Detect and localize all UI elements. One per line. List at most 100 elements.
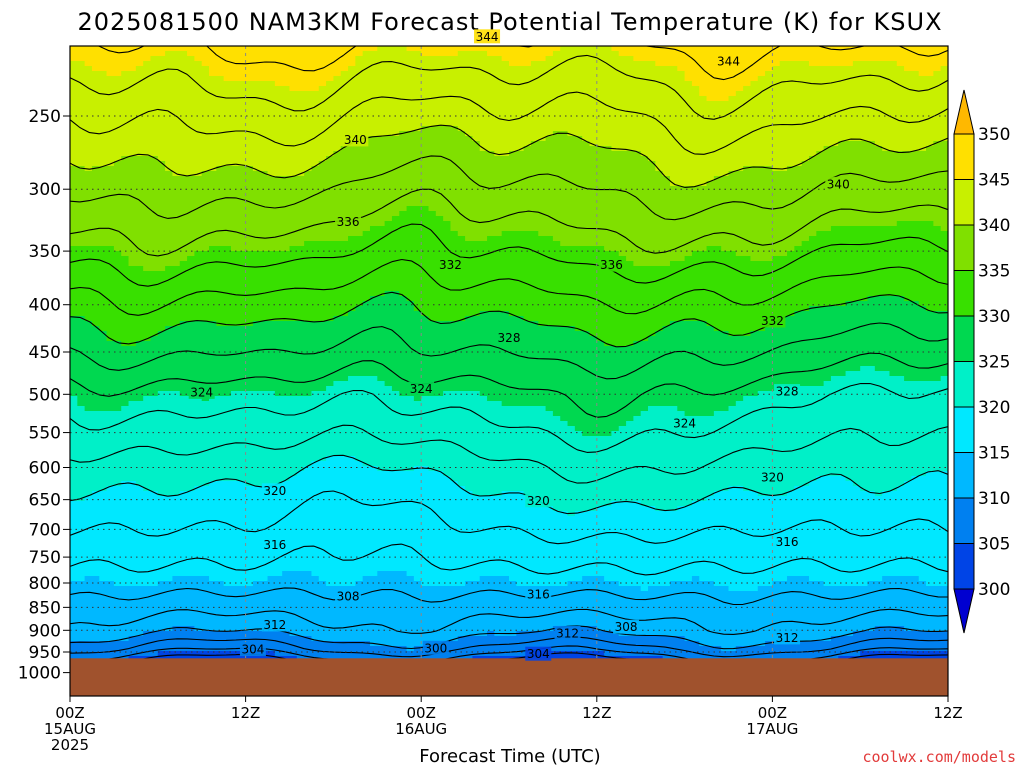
theta-band-cell — [640, 411, 686, 417]
y-tick-label: 300 — [29, 180, 61, 200]
theta-band-cell — [399, 291, 948, 297]
theta-band-cell — [348, 236, 466, 242]
theta-band-cell — [669, 181, 708, 187]
theta-band-cell — [787, 576, 810, 582]
theta-band-cell — [487, 236, 554, 242]
contour-label-bg — [759, 313, 786, 328]
theta-band-cell — [384, 381, 825, 387]
theta-band-cell — [655, 331, 730, 337]
credit-link[interactable]: coolwx.com/models — [862, 748, 1016, 766]
y-tick-label: 450 — [29, 343, 61, 363]
contour-label-text: 312 — [263, 618, 286, 632]
theta-band-cell — [823, 381, 948, 387]
theta-band-cell — [904, 296, 948, 302]
theta-band-cell — [413, 576, 481, 582]
theta-band-cell — [421, 581, 466, 587]
theta-band-cell — [70, 61, 86, 67]
theta-band-cell — [70, 581, 115, 587]
theta-band-cell — [355, 61, 510, 67]
theta-band-cell — [70, 196, 948, 202]
theta-band-cell — [348, 141, 481, 147]
contour-label-text: 320 — [263, 484, 286, 498]
theta-band-cell — [70, 141, 349, 147]
theta-band-cell — [611, 146, 825, 152]
contour-label-bg — [474, 29, 501, 44]
theta-band-cell — [604, 651, 861, 657]
theta-band-cell — [84, 576, 100, 582]
theta-band-cell — [530, 651, 605, 657]
theta-band-cell — [362, 51, 422, 57]
theta-band-cell — [699, 91, 737, 97]
theta-band-cell — [333, 316, 430, 322]
theta-band-cell — [611, 46, 948, 52]
theta-band-cell — [545, 136, 583, 142]
theta-band-cell — [852, 61, 898, 67]
x-tick-label: 00Z — [407, 704, 436, 722]
theta-band-cell — [757, 391, 948, 397]
theta-band-cell — [70, 356, 948, 362]
theta-band-cell — [326, 386, 393, 392]
theta-contour-334 — [70, 223, 948, 287]
theta-band-cell — [596, 506, 656, 512]
theta-band-cell — [70, 286, 948, 292]
contour-label: 336 — [598, 257, 625, 272]
theta-band-cell — [428, 316, 466, 322]
theta-band-cell — [70, 186, 948, 192]
theta-band-cell — [70, 91, 700, 97]
theta-contour-312 — [70, 608, 948, 635]
theta-band-cell — [187, 51, 364, 57]
ground-fill — [70, 658, 948, 696]
theta-band-cell — [70, 536, 948, 542]
theta-band-cell — [677, 66, 773, 72]
theta-band-cell — [70, 621, 948, 627]
theta-band-cell — [509, 151, 642, 157]
contour-label-text: 340 — [344, 133, 367, 147]
theta-band-cell — [904, 626, 948, 632]
theta-band-cell — [699, 576, 788, 582]
colorbar-band — [953, 543, 975, 590]
theta-band-cell — [318, 161, 656, 167]
theta-band-cell — [340, 146, 481, 152]
theta-band-cell — [113, 246, 210, 252]
theta-band-cell — [633, 341, 948, 347]
theta-band-cell — [70, 381, 334, 387]
theta-band-cell — [933, 221, 948, 227]
theta-band-cell — [70, 576, 86, 582]
theta-band-cell — [121, 156, 159, 162]
colorbar-band — [953, 361, 975, 408]
theta-band-cell — [70, 101, 948, 107]
theta-band-cell — [633, 416, 948, 422]
theta-band-cell — [91, 491, 159, 497]
theta-band-cell — [706, 321, 773, 327]
theta-band-cell — [882, 491, 948, 497]
theta-band-cell — [465, 316, 525, 322]
theta-contour-308 — [70, 636, 948, 658]
contour-label: 304 — [239, 642, 266, 657]
contour-label: 328 — [496, 330, 522, 345]
theta-band-cell — [662, 326, 715, 332]
theta-band-cell — [70, 76, 225, 82]
x-tick-label: 12Z — [231, 704, 260, 722]
theta-band-cell — [70, 506, 554, 512]
theta-band-cell — [84, 406, 122, 412]
theta-band-cell — [143, 266, 166, 272]
contour-label: 344 — [715, 54, 742, 69]
theta-band-cell — [121, 71, 210, 77]
colorbar-tick-label: 350 — [978, 125, 1010, 145]
theta-band-cell — [816, 151, 948, 157]
colorbar-tick-label: 330 — [978, 307, 1010, 327]
theta-band-cell — [501, 231, 539, 237]
theta-band-cell — [808, 236, 948, 242]
theta-band-cell — [655, 161, 803, 167]
contour-label-text: 344 — [476, 30, 499, 44]
theta-contour-340 — [70, 124, 948, 188]
theta-band-cell — [867, 581, 927, 587]
contour-label-bg — [671, 415, 698, 430]
contour-label-text: 308 — [615, 620, 638, 634]
theta-contour-344 — [70, 54, 948, 120]
theta-band-cell — [70, 211, 400, 217]
theta-contour-342 — [70, 91, 948, 155]
theta-band-cell — [333, 381, 386, 387]
theta-band-cell — [348, 376, 378, 382]
theta-band-cell — [377, 376, 832, 382]
